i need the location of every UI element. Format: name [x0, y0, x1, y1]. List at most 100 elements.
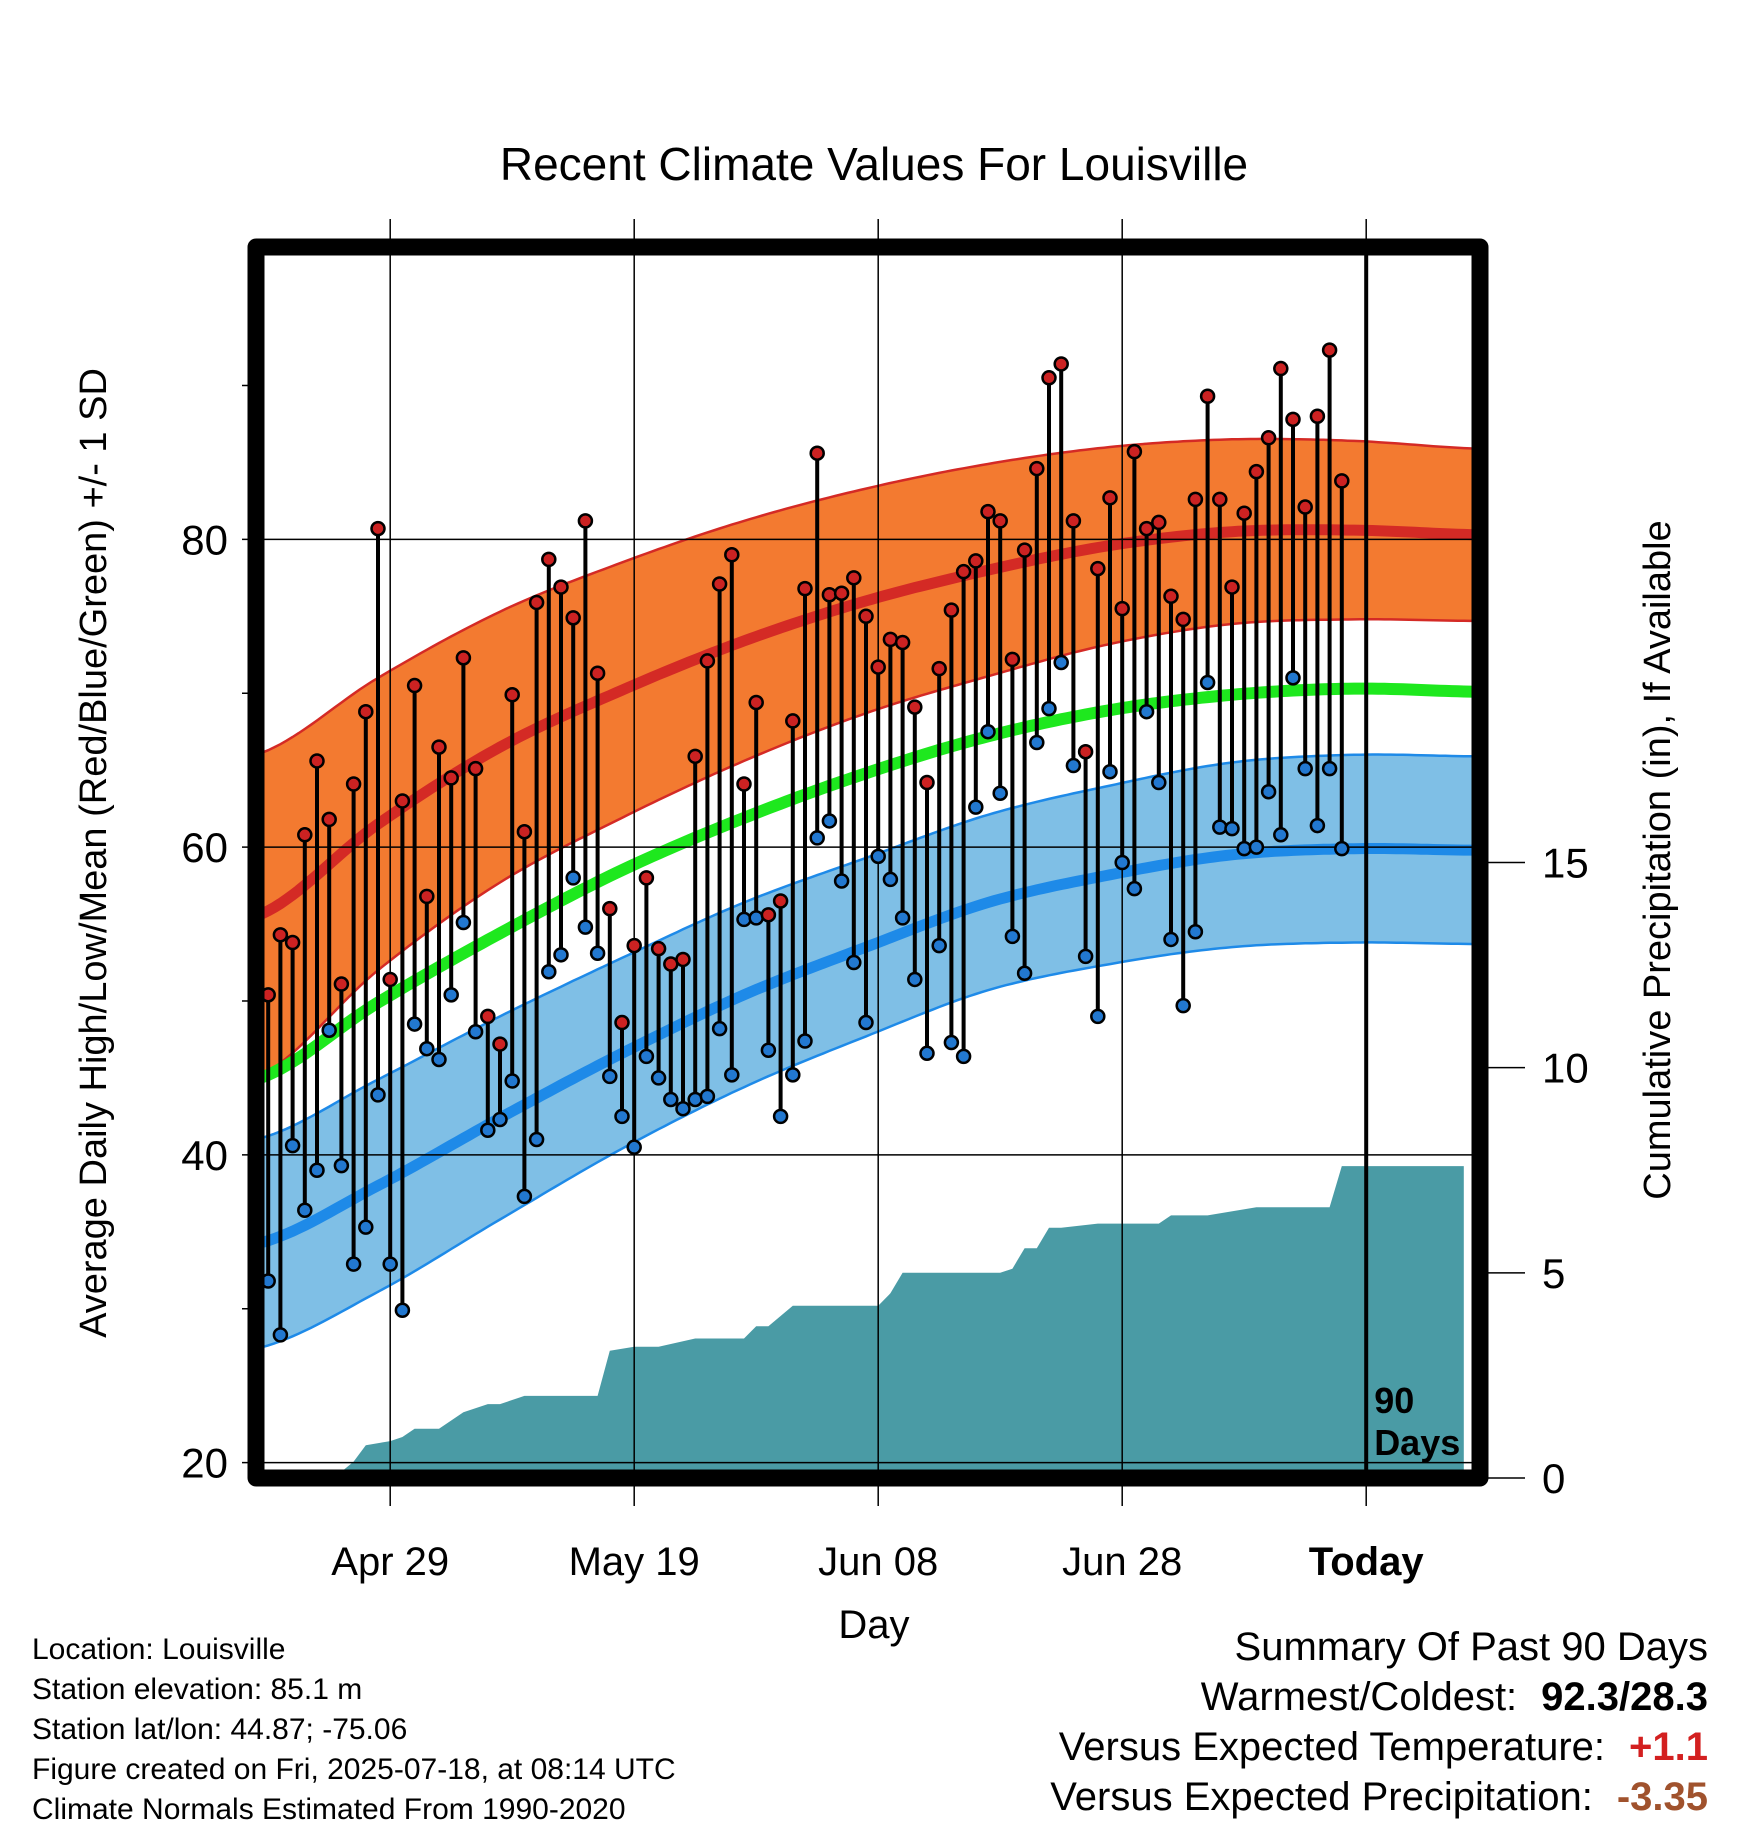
observed-low-point: [1029, 734, 1045, 751]
observed-low-point: [1212, 819, 1228, 835]
observed-low-point: [1138, 703, 1155, 720]
observed-high-point: [321, 811, 337, 828]
normal-low-band-lower: [256, 941, 1480, 1350]
observed-low-point: [272, 1327, 289, 1343]
observed-high-point: [1090, 560, 1106, 577]
observed-high-point: [492, 1036, 508, 1052]
observed-high-point: [858, 608, 874, 625]
observed-low-point: [626, 1139, 642, 1155]
observed-high-point: [504, 687, 520, 703]
y-tick-label: 40: [181, 1132, 228, 1179]
observed-low-point: [577, 919, 594, 935]
observed-low-point: [382, 1256, 398, 1272]
created-text: Figure created on Fri, 2025-07-18, at 08…: [32, 1753, 676, 1786]
x-axis-label: Day: [838, 1603, 909, 1647]
observed-high-point: [382, 971, 398, 988]
observed-high-point: [345, 776, 362, 792]
observed-high-point: [968, 553, 984, 569]
observed-high-point: [614, 1014, 630, 1031]
observed-low-point: [931, 937, 947, 954]
observed-high-point: [1065, 513, 1082, 529]
y-tick-label: 80: [181, 516, 228, 563]
observed-low-point: [504, 1073, 520, 1089]
observed-low-point: [467, 1024, 484, 1040]
plot-frame: [247, 238, 1489, 1487]
y-axis-label-left: Average Daily High/Low/Mean (Red/Blue/Gr…: [73, 368, 115, 1338]
observed-low-point: [919, 1045, 935, 1062]
observed-low-point: [345, 1256, 362, 1272]
observed-high-point: [358, 703, 374, 720]
observed-high-point: [833, 585, 850, 601]
precip-tick-label: 0: [1542, 1455, 1565, 1502]
observed-high-point: [760, 907, 777, 923]
observed-high-point: [1334, 473, 1350, 489]
summary-warmest-coldest: Warmest/Coldest: 92.3/28.3: [1050, 1672, 1708, 1722]
observed-high-point: [1273, 360, 1289, 377]
observed-high-point: [565, 610, 581, 626]
observed-high-point: [821, 587, 838, 603]
observed-high-point: [736, 776, 752, 792]
observed-low-point: [1187, 923, 1204, 940]
observed-high-point: [1004, 651, 1021, 668]
observed-high-point: [1102, 490, 1118, 506]
observed-high-point: [1248, 463, 1265, 480]
observed-low-point: [1163, 931, 1179, 948]
observed-high-point: [297, 827, 313, 843]
observed-low-point: [284, 1137, 301, 1154]
warmest-coldest-label: Warmest/Coldest:: [1200, 1675, 1518, 1719]
observed-high-point: [882, 631, 899, 648]
observed-low-point: [614, 1108, 630, 1125]
today-marker-label: 90: [1374, 1380, 1414, 1421]
observed-high-point: [602, 900, 618, 917]
observed-high-point: [480, 1008, 496, 1025]
observed-low-point: [894, 910, 911, 926]
observed-low-point: [772, 1108, 789, 1125]
observed-high-point: [748, 694, 764, 711]
observed-high-point: [772, 893, 789, 909]
precip-vs-expected-label: Versus Expected Precipitation:: [1050, 1775, 1593, 1819]
observed-low-point: [980, 723, 996, 740]
observed-low-point: [1236, 840, 1252, 857]
observed-high-point: [870, 659, 886, 675]
observed-low-point: [907, 971, 923, 988]
observed-high-point: [1016, 542, 1033, 558]
observed-low-point: [663, 1091, 679, 1108]
y-tick-label: 20: [181, 1440, 228, 1487]
observed-low-point: [589, 945, 606, 962]
observed-high-point: [1224, 579, 1240, 595]
observed-high-point: [1126, 443, 1143, 460]
observed-high-point: [797, 580, 813, 597]
summary-title: Summary Of Past 90 Days: [1234, 1625, 1708, 1669]
observed-low-point: [1077, 948, 1094, 965]
observed-high-point: [406, 677, 423, 694]
observed-high-point: [589, 665, 606, 681]
location-text: Location: Louisville: [32, 1633, 286, 1666]
observed-high-point: [785, 713, 801, 729]
observed-low-point: [1151, 774, 1167, 791]
precip-tick-label: 5: [1542, 1250, 1565, 1297]
observed-low-point: [406, 1016, 423, 1032]
observed-high-point: [699, 653, 716, 669]
observed-low-point: [492, 1111, 508, 1128]
observed-high-point: [1138, 520, 1155, 537]
observed-high-point: [370, 520, 386, 537]
observed-high-point: [809, 445, 825, 461]
observed-low-point: [443, 987, 459, 1003]
normals-text: Climate Normals Estimated From 1990-2020: [32, 1793, 626, 1826]
observed-low-point: [309, 1162, 325, 1178]
warmest-coldest-value: 92.3/28.3: [1541, 1675, 1708, 1719]
observed-low-point: [553, 947, 569, 963]
observed-low-point: [760, 1042, 777, 1058]
observed-low-point: [1260, 783, 1277, 800]
observed-low-point: [321, 1022, 337, 1038]
observed-low-point: [541, 964, 557, 980]
x-tick-label: Today: [1309, 1540, 1425, 1584]
observed-high-point: [272, 927, 289, 943]
observed-low-point: [1041, 700, 1057, 717]
latlon-text: Station lat/lon: 44.87; -75.06: [32, 1713, 408, 1746]
observed-low-point: [1334, 840, 1350, 857]
observed-high-point: [1163, 588, 1179, 605]
y-tick-label: 60: [181, 824, 228, 871]
